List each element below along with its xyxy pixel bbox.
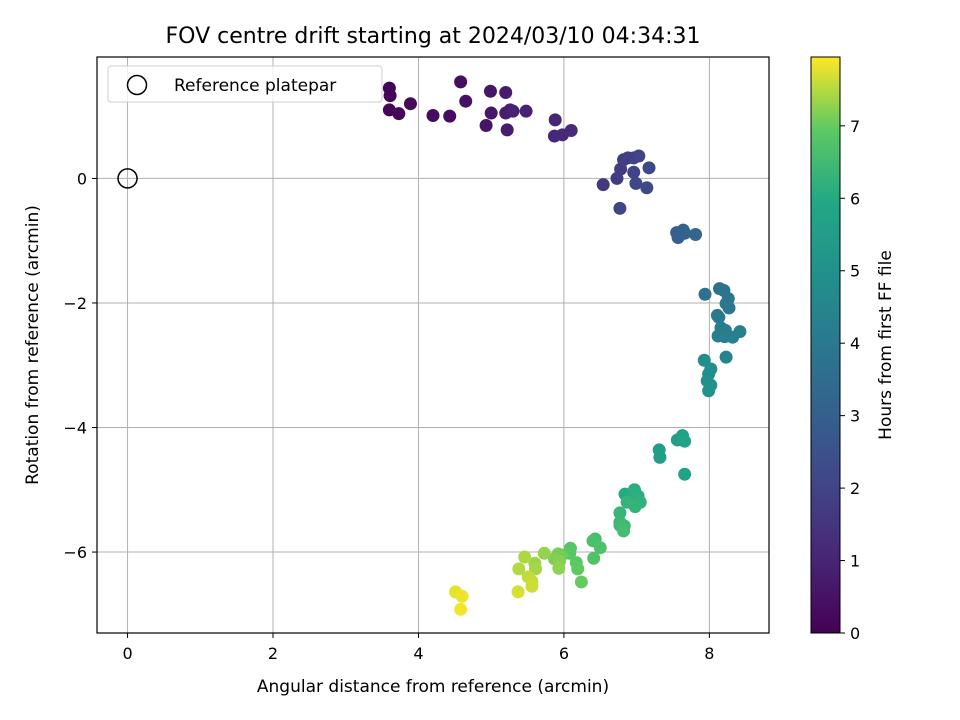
data-point bbox=[640, 181, 654, 195]
colorbar-tick-label: 2 bbox=[850, 479, 860, 498]
data-point bbox=[483, 84, 497, 98]
data-point bbox=[564, 123, 578, 137]
data-point bbox=[689, 227, 703, 241]
data-point bbox=[511, 585, 525, 599]
data-point bbox=[653, 450, 667, 464]
data-point bbox=[500, 123, 514, 137]
data-point bbox=[698, 287, 712, 301]
y-tick-label: −4 bbox=[63, 419, 87, 438]
y-tick-label: −6 bbox=[63, 543, 87, 562]
colorbar-tick-label: 3 bbox=[850, 407, 860, 426]
x-axis-label: Angular distance from reference (arcmin) bbox=[257, 677, 609, 697]
legend-marker-icon bbox=[126, 74, 148, 96]
data-point bbox=[537, 546, 551, 560]
x-tick-label: 6 bbox=[559, 644, 569, 663]
legend-box bbox=[107, 65, 383, 103]
x-tick-label: 4 bbox=[413, 644, 423, 663]
data-point bbox=[512, 562, 526, 576]
data-point bbox=[484, 106, 498, 120]
data-point bbox=[403, 97, 417, 111]
y-axis-label: Rotation from reference (arcmin) bbox=[23, 205, 43, 485]
data-point bbox=[613, 506, 627, 520]
y-axis: −6 −4 −2 0 bbox=[63, 169, 97, 562]
data-point bbox=[392, 107, 406, 121]
data-point bbox=[443, 109, 457, 123]
data-point bbox=[642, 161, 656, 175]
data-point bbox=[383, 89, 397, 103]
colorbar-tick-label: 0 bbox=[850, 624, 860, 643]
y-tick-label: −2 bbox=[63, 294, 87, 313]
data-point bbox=[632, 149, 646, 163]
grid bbox=[97, 57, 769, 633]
data-point bbox=[499, 85, 513, 99]
data-point bbox=[552, 561, 566, 575]
data-point bbox=[454, 75, 468, 89]
colorbar-tick-label: 7 bbox=[850, 117, 860, 136]
x-tick-label: 2 bbox=[268, 644, 278, 663]
data-point bbox=[519, 104, 533, 118]
legend-label: Reference platepar bbox=[174, 76, 336, 96]
x-tick-label: 0 bbox=[122, 644, 132, 663]
data-point bbox=[617, 524, 631, 538]
data-point bbox=[479, 118, 493, 132]
colorbar-tick-label: 1 bbox=[850, 552, 860, 571]
data-point bbox=[678, 467, 692, 481]
colorbar-tick-label: 6 bbox=[850, 189, 860, 208]
chart-title: FOV centre drift starting at 2024/03/10 … bbox=[166, 24, 701, 49]
scatter-points bbox=[382, 75, 747, 616]
plot-frame bbox=[96, 56, 770, 634]
data-point bbox=[613, 201, 627, 215]
colorbar-ticks: 0 1 2 3 4 5 6 7 bbox=[840, 117, 860, 643]
data-point bbox=[455, 589, 469, 603]
data-point bbox=[596, 178, 610, 192]
data-point bbox=[574, 575, 588, 589]
colorbar-tick-label: 4 bbox=[850, 334, 860, 353]
x-tick-label: 8 bbox=[704, 644, 714, 663]
data-point bbox=[722, 301, 736, 315]
data-point bbox=[548, 113, 562, 127]
data-point bbox=[629, 176, 643, 190]
data-point bbox=[593, 541, 607, 555]
plot-area bbox=[96, 56, 770, 634]
data-point bbox=[525, 579, 539, 593]
data-point bbox=[733, 325, 747, 339]
colorbar-tick-label: 5 bbox=[850, 262, 860, 281]
data-point bbox=[426, 109, 440, 123]
data-point bbox=[712, 310, 726, 324]
data-point bbox=[506, 104, 520, 118]
data-point bbox=[620, 495, 634, 509]
data-point bbox=[571, 562, 585, 576]
data-point bbox=[702, 384, 716, 398]
colorbar-label: Hours from first FF file bbox=[876, 250, 896, 440]
legend: Reference platepar bbox=[107, 65, 383, 103]
data-point bbox=[459, 94, 473, 108]
colorbar-gradient bbox=[810, 56, 841, 634]
data-point bbox=[678, 434, 692, 448]
y-tick-label: 0 bbox=[77, 169, 87, 188]
data-point bbox=[518, 550, 532, 564]
plot-background bbox=[97, 57, 769, 633]
data-point bbox=[627, 165, 641, 179]
reference-marker bbox=[117, 168, 138, 189]
data-point bbox=[587, 551, 601, 565]
data-point bbox=[719, 350, 733, 364]
x-axis: 0 2 4 6 8 bbox=[122, 633, 714, 663]
data-point bbox=[454, 602, 468, 616]
data-point bbox=[678, 226, 692, 240]
colorbar: 0 1 2 3 4 5 6 7 Hours from first FF file bbox=[810, 56, 896, 643]
